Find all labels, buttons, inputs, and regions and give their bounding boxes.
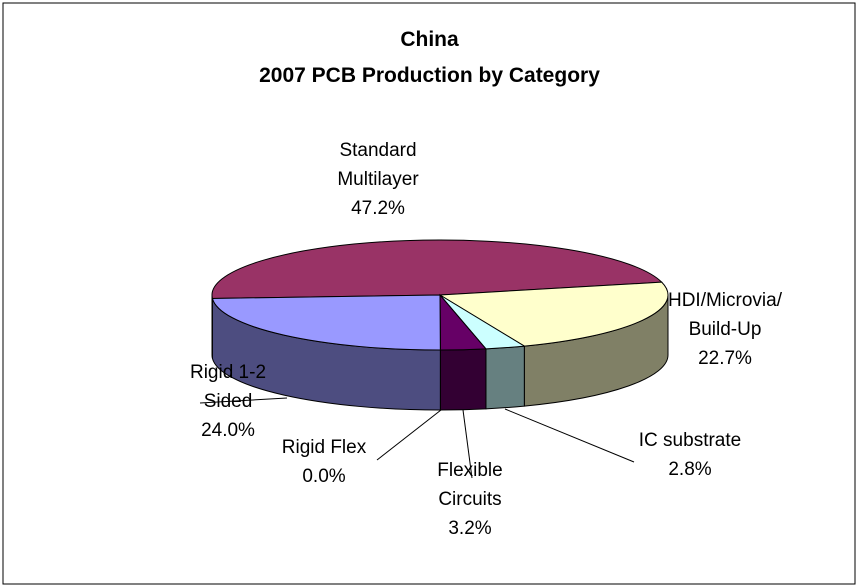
leader-line <box>376 409 442 461</box>
chart-title: China <box>400 28 459 51</box>
pie-slice-side <box>439 348 487 411</box>
value-label: 2.8% <box>668 459 712 480</box>
value-label: 0.0% <box>302 466 346 487</box>
data-label: Rigid 1-2 Sided 24.0% <box>178 358 278 445</box>
category-label: Flexible Circuits <box>437 460 503 510</box>
category-label: Standard Multilayer <box>337 140 419 190</box>
value-label: 24.0% <box>201 420 255 441</box>
chart-subtitle: 2007 PCB Production by Category <box>259 64 600 87</box>
value-label: 3.2% <box>448 518 492 539</box>
data-label: IC substrate 2.8% <box>615 426 765 484</box>
data-label: HDI/Microvia/ Build-Up 22.7% <box>659 286 791 373</box>
data-label: Rigid Flex 0.0% <box>264 433 384 491</box>
leader-lines <box>199 397 635 479</box>
data-label: Standard Multilayer 47.2% <box>323 136 433 223</box>
pie-slice-side <box>485 345 525 410</box>
pie-slice <box>211 239 663 299</box>
category-label: Rigid 1-2 Sided <box>189 362 267 412</box>
category-label: Rigid Flex <box>281 437 367 458</box>
leader-line <box>504 408 635 463</box>
pie <box>211 239 669 411</box>
leader-line <box>462 409 473 479</box>
pie-slice <box>438 281 669 347</box>
data-label: Flexible Circuits 3.2% <box>420 456 520 543</box>
pie-slice <box>211 294 441 351</box>
category-label: HDI/Microvia/ Build-Up <box>667 290 782 340</box>
value-label: 22.7% <box>698 348 752 369</box>
leader-line <box>199 397 288 404</box>
category-label: IC substrate <box>638 430 742 451</box>
value-label: 47.2% <box>351 198 405 219</box>
